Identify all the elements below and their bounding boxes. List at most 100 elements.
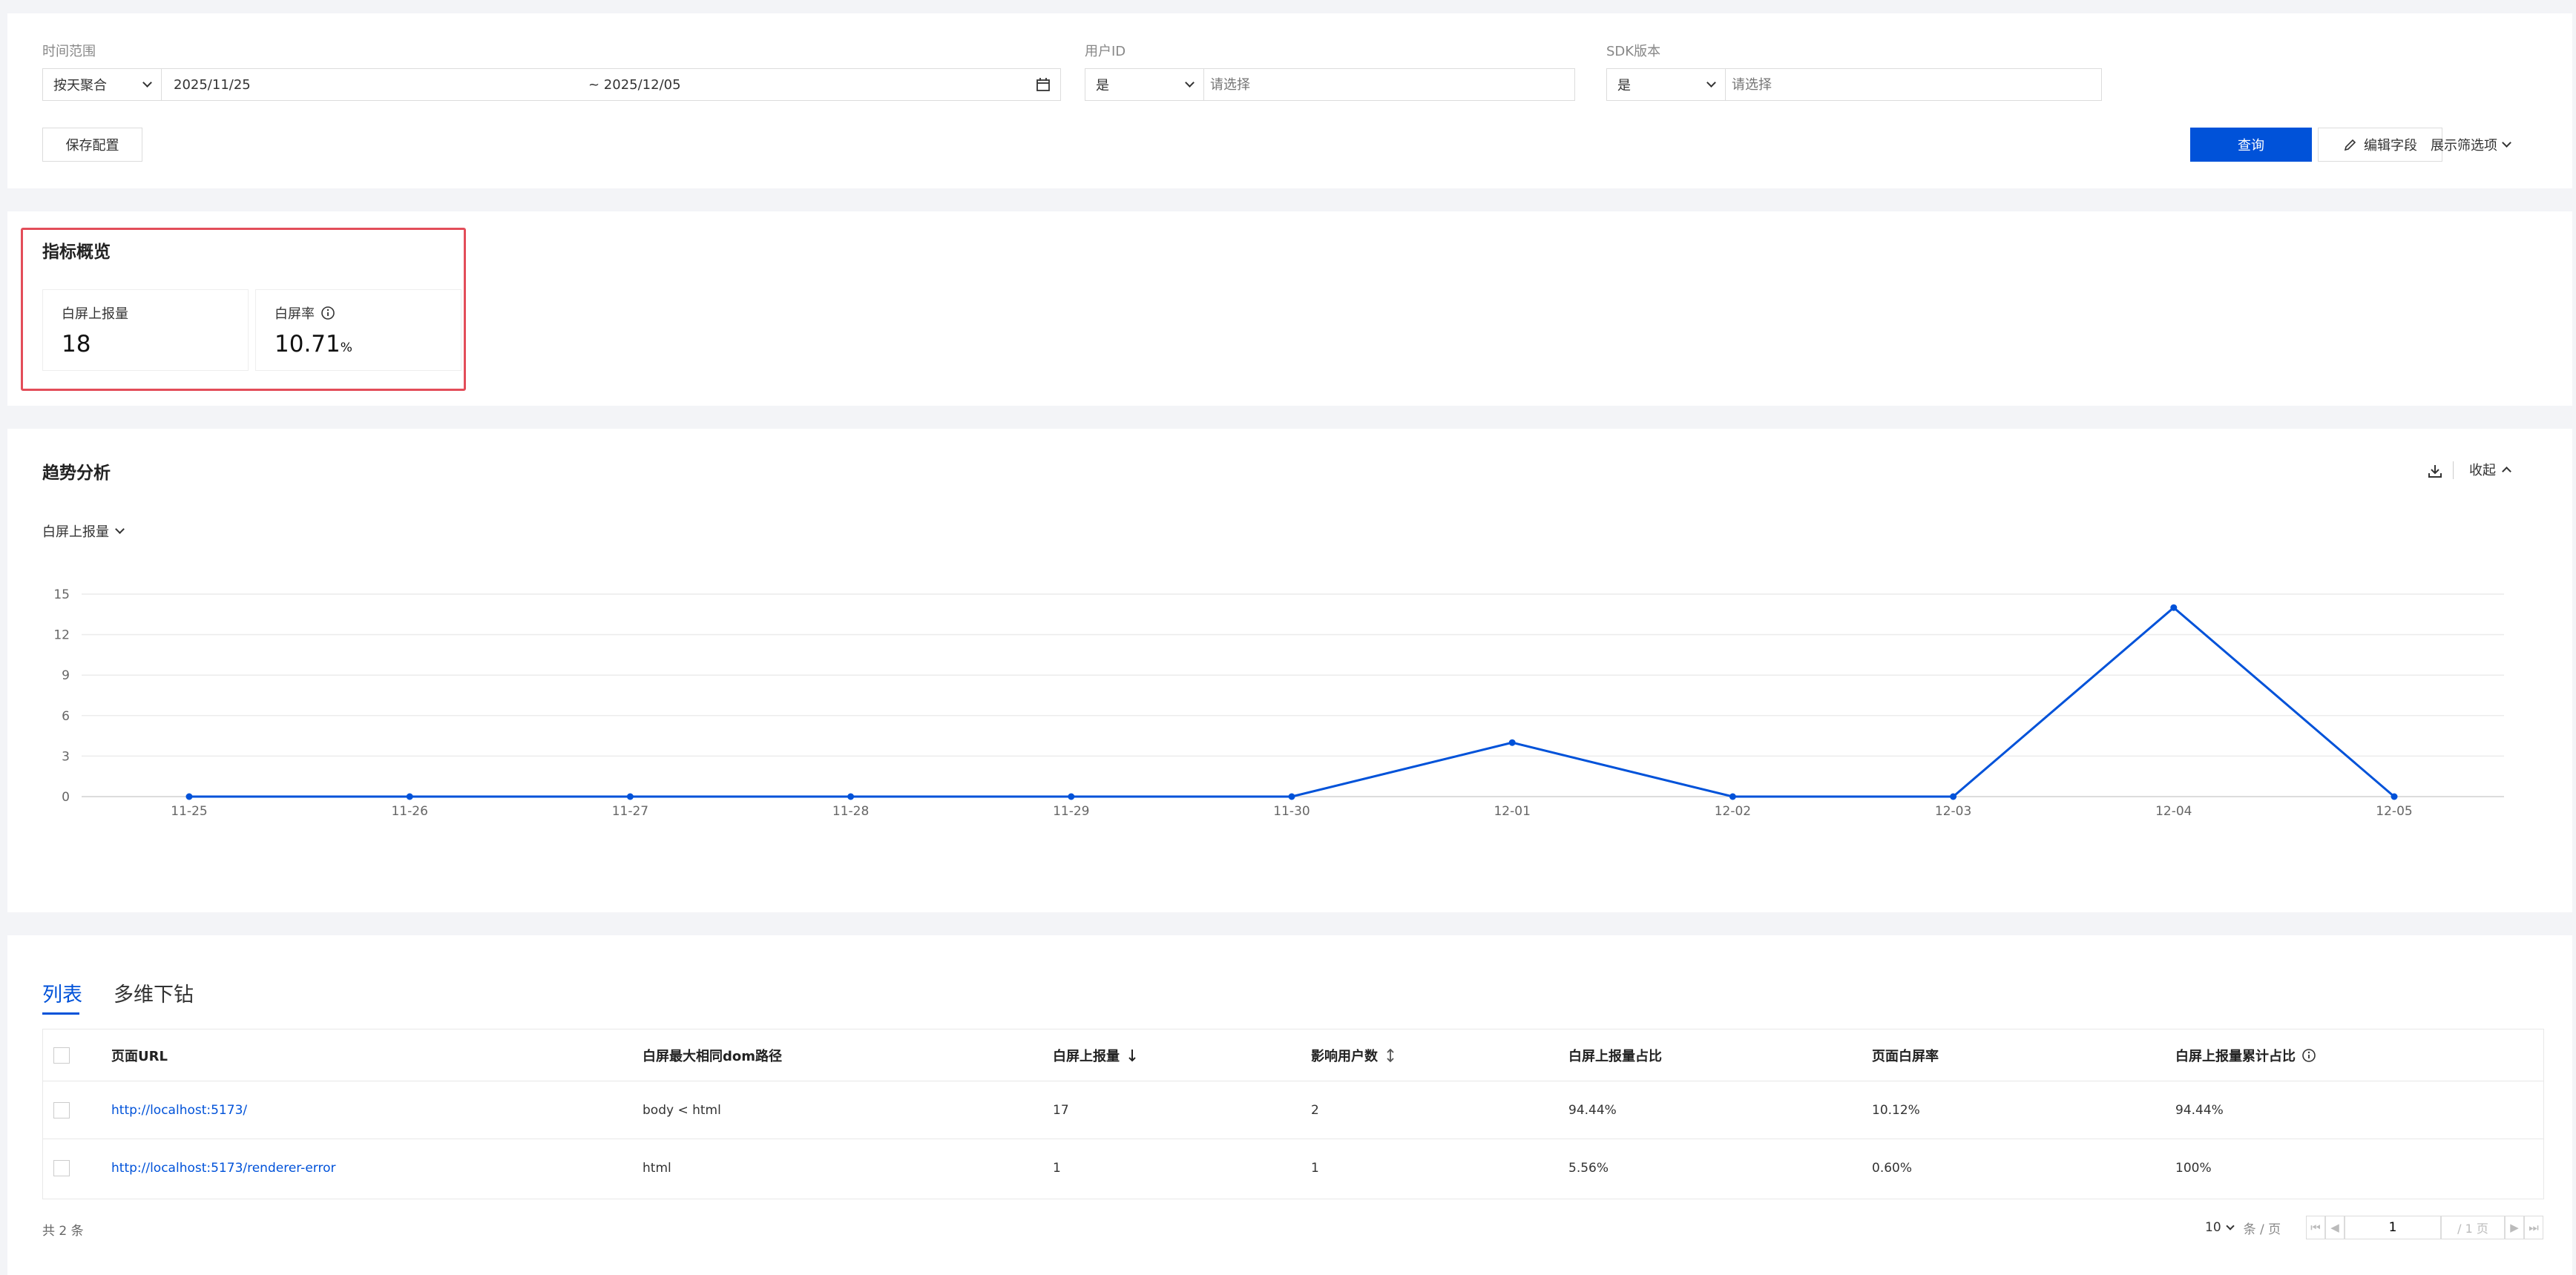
data-point <box>1288 793 1295 800</box>
chevron-down-icon <box>1185 78 1195 88</box>
info-icon[interactable] <box>321 306 335 320</box>
dom-path-cell: body < html <box>643 1103 721 1118</box>
overview-title: 指标概览 <box>42 243 111 262</box>
select-all-cell <box>53 1029 70 1081</box>
metric-value: 18 <box>62 331 91 358</box>
collapse-label: 收起 <box>2469 463 2496 478</box>
chevron-down-icon <box>2502 138 2511 148</box>
query-button[interactable]: 查询 <box>2190 128 2312 162</box>
data-point <box>185 793 193 800</box>
page-url-link[interactable]: http://localhost:5173/renderer-error <box>111 1161 336 1176</box>
data-point <box>1068 793 1075 800</box>
metric-select-value: 白屏上报量 <box>42 524 109 540</box>
metric-label-row: 白屏率 <box>275 303 335 323</box>
column-header-count-label: 白屏上报量 <box>1053 1049 1120 1064</box>
chevron-down-icon <box>142 78 152 88</box>
total-pages: / 1 页 <box>2441 1216 2505 1239</box>
metric-card-white-screen-rate: 白屏率 10.71% <box>255 289 461 371</box>
table-header: 页面URL 白屏最大相同dom路径 白屏上报量 影响用户数 白屏上报量占比 页面… <box>43 1029 2543 1081</box>
count-cell: 1 <box>1053 1161 1061 1176</box>
column-header-cumulative: 白屏上报量累计占比 <box>2175 1029 2316 1081</box>
metric-unit: % <box>340 340 352 355</box>
aggregation-select[interactable]: 按天聚合 <box>43 69 162 100</box>
first-page-button[interactable]: ⏮ <box>2306 1216 2325 1239</box>
y-tick-label: 15 <box>53 587 70 602</box>
next-page-button[interactable]: ▶ <box>2505 1216 2524 1239</box>
series-line <box>189 606 2395 798</box>
show-filters-label: 展示筛选项 <box>2431 138 2497 154</box>
data-point <box>2170 604 2178 611</box>
total-count: 共 2 条 <box>42 1224 84 1239</box>
metric-label: 白屏上报量 <box>62 306 128 322</box>
column-header-cumulative-label: 白屏上报量累计占比 <box>2175 1049 2296 1064</box>
download-icon[interactable] <box>2426 462 2444 480</box>
tab-list[interactable]: 列表 <box>42 984 82 1007</box>
row-select-cell <box>53 1139 70 1197</box>
x-tick-label: 11-28 <box>832 804 869 819</box>
date-range-picker[interactable]: 2025/11/25 ~ 2025/12/05 <box>162 69 1060 100</box>
x-tick-label: 12-01 <box>1494 804 1530 819</box>
last-page-button[interactable]: ⏭ <box>2524 1216 2543 1239</box>
row-checkbox[interactable] <box>53 1160 70 1176</box>
column-header-ratio: 白屏上报量占比 <box>1568 1049 1662 1064</box>
user-id-operator-select[interactable]: 是 <box>1085 69 1204 100</box>
sdk-operator-select[interactable]: 是 <box>1607 69 1726 100</box>
metric-select[interactable]: 白屏上报量 <box>42 520 125 542</box>
trend-title: 趋势分析 <box>42 464 111 483</box>
time-range-label: 时间范围 <box>42 44 96 59</box>
time-range-field: 按天聚合 2025/11/25 ~ 2025/12/05 <box>42 68 1061 101</box>
ratio-cell: 5.56% <box>1568 1161 1609 1176</box>
overview-panel: 指标概览 白屏上报量 18 白屏率 10.71% <box>7 211 2572 406</box>
table-row: http://localhost:5173/ body < html 17 2 … <box>43 1081 2543 1139</box>
select-all-checkbox[interactable] <box>53 1047 70 1064</box>
collapse-toggle[interactable]: 收起 <box>2469 458 2511 481</box>
calendar-icon[interactable] <box>1035 76 1051 93</box>
x-tick-label: 12-03 <box>1935 804 1971 819</box>
users-cell: 2 <box>1311 1103 1319 1118</box>
row-select-cell <box>53 1081 70 1139</box>
column-header-count[interactable]: 白屏上报量 <box>1053 1029 1137 1081</box>
rate-cell: 0.60% <box>1872 1161 1913 1176</box>
show-filters-toggle[interactable]: 展示筛选项 <box>2431 128 2527 162</box>
user-id-field: 是 <box>1085 68 1575 101</box>
aggregation-value: 按天聚合 <box>53 78 107 93</box>
end-date: ~ 2025/12/05 <box>588 76 681 93</box>
sdk-operator: 是 <box>1617 78 1631 93</box>
y-tick-label: 9 <box>62 668 70 683</box>
table-row: http://localhost:5173/renderer-error htm… <box>43 1139 2543 1197</box>
column-header-users[interactable]: 影响用户数 <box>1311 1029 1396 1081</box>
sdk-version-input[interactable] <box>1726 76 2101 93</box>
users-cell: 1 <box>1311 1161 1319 1176</box>
count-cell: 17 <box>1053 1103 1069 1118</box>
cumulative-cell: 100% <box>2175 1161 2212 1176</box>
sort-desc-icon[interactable] <box>1127 1047 1137 1064</box>
pencil-icon <box>2344 139 2356 151</box>
column-header-dom-path: 白屏最大相同dom路径 <box>643 1049 783 1064</box>
y-tick-label: 0 <box>62 790 70 805</box>
edit-fields-button[interactable]: 编辑字段 <box>2318 128 2442 162</box>
ratio-cell: 94.44% <box>1568 1103 1617 1118</box>
page-size-value: 10 <box>2205 1220 2221 1235</box>
data-point <box>2391 793 2398 800</box>
sdk-version-field: 是 <box>1606 68 2102 101</box>
y-tick-label: 12 <box>53 628 70 643</box>
y-tick-label: 6 <box>62 709 70 724</box>
tab-drilldown[interactable]: 多维下钻 <box>114 984 194 1007</box>
data-point <box>1508 739 1516 746</box>
x-tick-label: 11-30 <box>1273 804 1310 819</box>
user-id-input[interactable] <box>1204 76 1574 93</box>
data-point <box>626 793 634 800</box>
x-tick-label: 12-04 <box>2155 804 2192 819</box>
info-icon[interactable] <box>2301 1048 2316 1063</box>
prev-page-button[interactable]: ◀ <box>2325 1216 2345 1239</box>
row-checkbox[interactable] <box>53 1102 70 1118</box>
data-point <box>406 793 413 800</box>
save-config-button[interactable]: 保存配置 <box>42 128 142 162</box>
metric-label: 白屏率 <box>275 306 315 322</box>
sort-icon[interactable] <box>1385 1047 1396 1064</box>
x-tick-label: 11-25 <box>171 804 207 819</box>
page-size-select[interactable]: 10 条 / 页 <box>2205 1216 2281 1239</box>
page-number-input[interactable] <box>2345 1216 2441 1239</box>
start-date: 2025/11/25 <box>174 76 251 93</box>
page-url-link[interactable]: http://localhost:5173/ <box>111 1103 248 1118</box>
